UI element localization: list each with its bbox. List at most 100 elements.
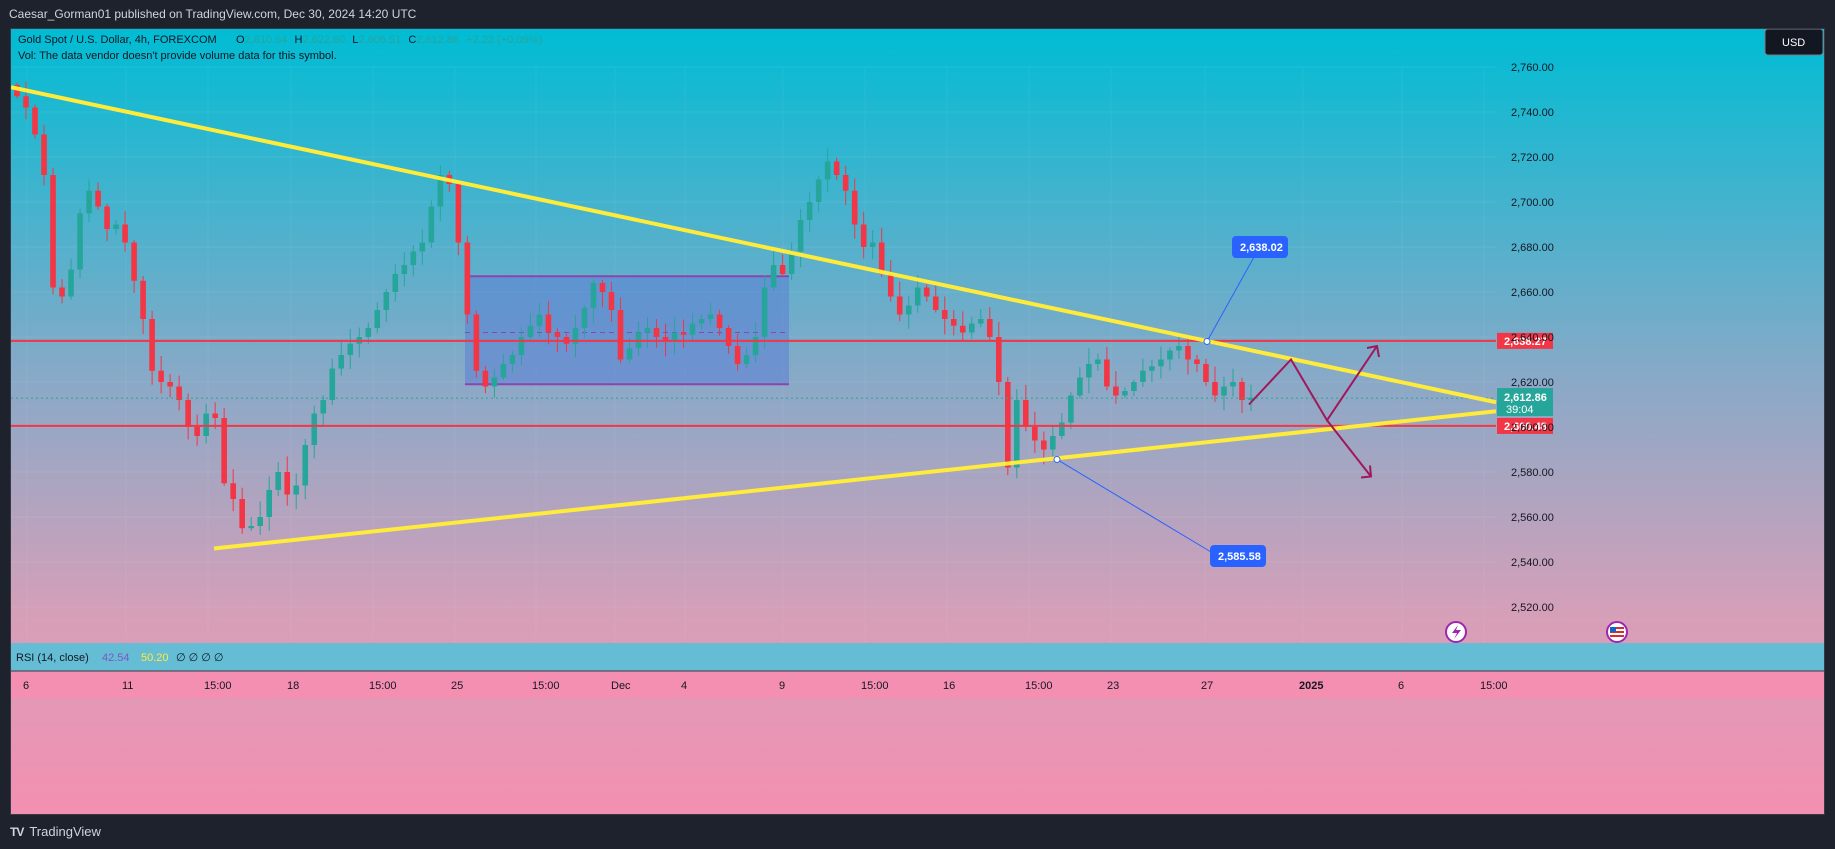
ascending-trendline xyxy=(213,409,1497,551)
candle-body xyxy=(410,251,417,265)
callout-leader xyxy=(1056,459,1212,553)
rsi-ma-value: 50.20 xyxy=(141,652,169,664)
candle-body xyxy=(203,413,209,436)
time-tick-label: 18 xyxy=(287,680,299,692)
tradingview-logo-icon: TV xyxy=(10,824,24,839)
candle-body xyxy=(293,485,300,495)
tradingview-logo[interactable]: TV TradingView xyxy=(10,824,101,839)
candle-body xyxy=(896,296,903,315)
callout-label-high: 2,638.02 xyxy=(1240,242,1283,254)
candle-body xyxy=(1203,364,1209,382)
candle-body xyxy=(869,242,876,247)
projection-arrows[interactable] xyxy=(1248,344,1380,479)
candle-body xyxy=(482,370,489,387)
candle-body xyxy=(491,377,498,387)
candle-body xyxy=(599,283,606,292)
candle-body xyxy=(230,483,236,499)
callout-anchor xyxy=(1203,337,1211,345)
candle-body xyxy=(1032,427,1038,441)
time-tick-label: 15:00 xyxy=(369,680,397,692)
candle-body xyxy=(626,348,633,360)
candle-body xyxy=(923,287,930,297)
price-tick-label: 2,640.00 xyxy=(1511,332,1554,344)
candle-body xyxy=(788,251,795,274)
price-tick-label: 2,660.00 xyxy=(1511,287,1554,299)
candle-body xyxy=(41,134,47,175)
candle-body xyxy=(248,526,254,529)
lightning-icon[interactable] xyxy=(1445,621,1467,643)
candle-body xyxy=(500,364,507,378)
candle-body xyxy=(1059,422,1065,436)
legend-high: 2,622.60 xyxy=(302,34,345,46)
rsi-pane[interactable] xyxy=(11,643,1825,671)
candle-body xyxy=(1158,359,1164,367)
callout-box xyxy=(1210,545,1266,567)
candle-body xyxy=(1176,346,1182,351)
rsi-value: 42.54 xyxy=(102,652,130,664)
level-price-label: 2,600.48 xyxy=(1504,421,1547,433)
candle-body xyxy=(752,337,759,355)
candle-body xyxy=(149,319,155,371)
candle-body xyxy=(176,386,182,400)
callout-box xyxy=(1232,236,1288,258)
candle-body xyxy=(347,343,354,355)
time-tick-label: 25 xyxy=(451,680,463,692)
candle-body xyxy=(50,175,56,288)
price-tick-label: 2,560.00 xyxy=(1511,512,1554,524)
chart-frame[interactable]: 2,638.27 2,600.48 2,612.86 39:04 2,638.02 2,… xyxy=(10,28,1825,815)
consolidation-range-box[interactable] xyxy=(465,275,789,386)
last-price-tag xyxy=(1497,388,1553,417)
candle-body xyxy=(158,370,164,382)
candle-body xyxy=(860,224,867,247)
price-axis[interactable]: 2,760.00 2,740.00 2,720.00 2,700.00 2,680.00… xyxy=(1511,62,1554,614)
candle-body xyxy=(932,296,939,310)
candle-body xyxy=(761,287,768,337)
candle-body xyxy=(1140,370,1146,382)
rsi-empty-values: ∅ ∅ ∅ ∅ xyxy=(176,652,224,664)
legend-ohlc: O2,610.64 H2,622.60 L2,605.51 C2,612.86 … xyxy=(236,34,542,46)
volume-note: Vol: The data vendor doesn't provide vol… xyxy=(18,50,337,62)
trendlines[interactable] xyxy=(11,85,1497,551)
candle-body xyxy=(14,85,20,97)
candle-body xyxy=(716,314,723,328)
candle-body xyxy=(590,283,597,308)
candle-body xyxy=(572,328,579,344)
legend-open: 2,610.64 xyxy=(245,34,288,46)
us-flag-icon[interactable] xyxy=(1606,621,1628,643)
candle-body xyxy=(383,292,390,310)
time-axis[interactable]: 6 11 15:00 18 15:00 25 15:00 Dec 4 9 15:00 16 15:00 2… xyxy=(23,680,1508,692)
brand-name: TradingView xyxy=(29,824,101,839)
legend-close-label: C xyxy=(408,34,416,46)
candle-body xyxy=(698,319,705,324)
callout-leader xyxy=(1206,247,1260,342)
candle-body xyxy=(302,445,309,486)
candle-body xyxy=(1077,377,1083,396)
publisher-text: Caesar_Gorman01 published on TradingView… xyxy=(9,7,417,21)
candle-body xyxy=(1131,382,1137,391)
projection-arrowhead-up xyxy=(1366,344,1380,358)
candle-body xyxy=(950,319,957,326)
candle-body xyxy=(77,213,83,270)
candle-body xyxy=(1194,359,1200,364)
candle-body xyxy=(455,184,462,243)
candle-body xyxy=(329,368,336,400)
price-callouts[interactable]: 2,638.02 2,585.58 xyxy=(1053,236,1288,567)
legend-high-label: H xyxy=(294,34,302,46)
footer: TV TradingView xyxy=(0,815,1835,849)
candle-body xyxy=(608,292,615,310)
candle-body xyxy=(662,337,669,342)
candle-body xyxy=(320,400,327,414)
currency-button[interactable] xyxy=(1764,29,1824,56)
candle-body xyxy=(284,472,291,495)
candle-body xyxy=(518,337,525,355)
candle-body xyxy=(140,280,146,319)
time-tick-label: 2025 xyxy=(1299,680,1323,692)
candle-body xyxy=(419,242,426,252)
candle-body xyxy=(1041,440,1047,450)
legend-close: 2,612.86 xyxy=(416,34,459,46)
candle-body xyxy=(1095,359,1101,364)
candle-body xyxy=(545,314,552,333)
candle-body xyxy=(1248,397,1254,400)
